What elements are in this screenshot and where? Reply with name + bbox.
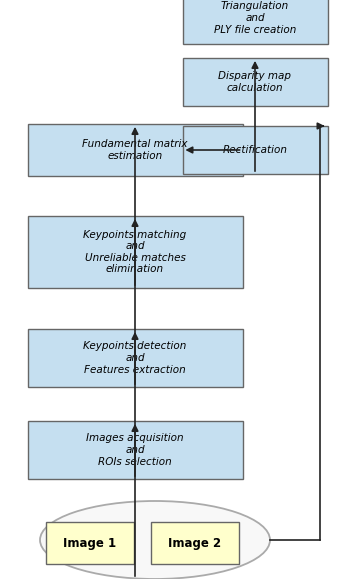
FancyBboxPatch shape (183, 126, 328, 174)
Text: Triangulation
and
PLY file creation: Triangulation and PLY file creation (214, 1, 296, 35)
Text: Fundamental matrix
estimation: Fundamental matrix estimation (82, 139, 188, 161)
FancyBboxPatch shape (28, 216, 243, 288)
FancyBboxPatch shape (46, 522, 134, 564)
Text: Keypoints detection
and
Features extraction: Keypoints detection and Features extract… (83, 342, 187, 375)
FancyBboxPatch shape (183, 0, 328, 44)
Text: Images acquisition
and
ROIs selection: Images acquisition and ROIs selection (86, 434, 184, 467)
Ellipse shape (40, 501, 270, 579)
Text: Disparity map
calculation: Disparity map calculation (218, 71, 292, 93)
Text: Rectification: Rectification (222, 145, 287, 155)
Text: Image 2: Image 2 (168, 537, 221, 549)
FancyBboxPatch shape (28, 421, 243, 479)
FancyBboxPatch shape (28, 124, 243, 176)
Text: Keypoints matching
and
Unreliable matches
elimination: Keypoints matching and Unreliable matche… (83, 230, 187, 274)
FancyBboxPatch shape (151, 522, 239, 564)
FancyBboxPatch shape (183, 58, 328, 106)
FancyBboxPatch shape (28, 329, 243, 387)
Text: Image 1: Image 1 (63, 537, 117, 549)
